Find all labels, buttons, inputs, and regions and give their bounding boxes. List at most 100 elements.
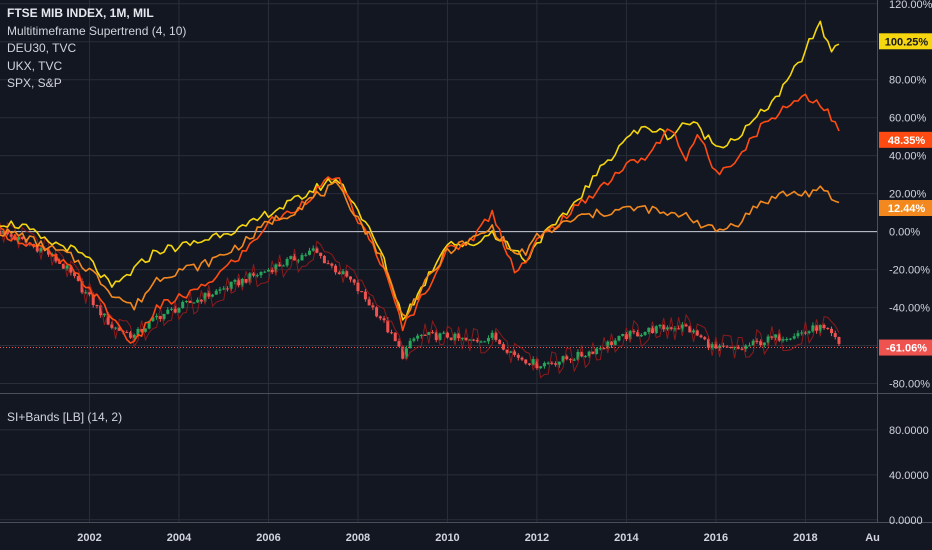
candle-body: [598, 348, 602, 350]
legend-item-ukx[interactable]: UKX, TVC: [7, 58, 63, 73]
candle-body: [673, 328, 677, 330]
axes: [0, 0, 932, 523]
candle-body: [744, 345, 748, 349]
candle-body: [777, 334, 781, 341]
candle-body: [568, 359, 572, 361]
candle-body: [688, 326, 692, 333]
series-line-deu30[interactable]: [0, 93, 840, 344]
candle-body: [442, 332, 446, 334]
candle-body: [464, 337, 468, 340]
candle-body: [576, 351, 580, 360]
candle-body: [155, 315, 159, 318]
legend-item-spx[interactable]: SPX, S&P: [7, 76, 62, 91]
candle-body: [699, 335, 703, 338]
candle-body: [136, 329, 140, 335]
candle-body: [285, 259, 289, 266]
candle-body: [356, 282, 360, 292]
candle-body: [296, 260, 300, 262]
legend-item-supertrend[interactable]: Multitimeframe Supertrend (4, 10): [7, 23, 187, 38]
candle-body: [76, 276, 80, 281]
candle-body: [733, 346, 737, 348]
candle-body: [677, 328, 681, 330]
candle-body: [244, 279, 248, 283]
candle-body: [341, 271, 345, 275]
candle-body: [240, 279, 244, 286]
candle-body: [710, 344, 714, 348]
candle-body: [337, 272, 341, 275]
candle-body: [196, 299, 200, 303]
candle-body: [639, 334, 643, 337]
candle-body: [490, 332, 494, 338]
candle-body: [762, 342, 766, 346]
sub-pane-legend[interactable]: SI+Bands [LB] (14, 2): [7, 410, 123, 424]
legend-item-deu30[interactable]: DEU30, TVC: [7, 41, 77, 56]
candle-body: [386, 320, 390, 333]
candle-body: [5, 231, 9, 235]
candle-body: [651, 327, 655, 334]
candle-body: [91, 294, 95, 306]
sub-y-axis-ticks[interactable]: 80.0000 40.0000 0.0000: [889, 425, 929, 527]
x-axis-ticks[interactable]: 2002 2004 2006 2008 2010 2012 2014 2016 2018 Au: [77, 532, 880, 544]
candle-body: [132, 334, 136, 338]
candle-body: [453, 333, 457, 340]
candle-body: [158, 315, 162, 319]
sub-y-tick-label: 40.0000: [889, 470, 929, 482]
last-value-badges: 100.25% 48.35% 12.44% -61.06%: [879, 33, 932, 356]
candle-body: [252, 273, 256, 276]
candle-body: [13, 236, 17, 240]
y-tick-label: -80.00%: [889, 379, 930, 391]
candle-body: [419, 334, 423, 336]
candle-body: [110, 324, 114, 328]
candle-body: [225, 288, 229, 290]
candle-body: [565, 356, 569, 360]
last-value-badge-text: -61.06%: [886, 343, 927, 355]
candle-body: [375, 307, 379, 317]
candle-body: [695, 330, 699, 336]
candle-body: [494, 332, 498, 340]
candle-body: [833, 333, 837, 338]
last-value-badge: [879, 33, 932, 50]
candle-body: [587, 351, 591, 357]
candle-body: [322, 255, 326, 264]
candle-body: [65, 265, 69, 269]
candle-body: [319, 252, 323, 256]
candle-body: [9, 234, 13, 237]
candle-body: [766, 336, 770, 343]
candle-body: [434, 332, 438, 340]
candle-body: [311, 248, 315, 251]
candle-body: [595, 348, 599, 354]
candle-body: [501, 344, 505, 350]
candle-body: [181, 301, 185, 309]
candle-body: [703, 337, 707, 340]
candle-body: [468, 339, 472, 341]
candle-body: [815, 325, 819, 331]
candle-body: [755, 340, 759, 342]
candle-body: [636, 332, 640, 337]
candle-body: [680, 324, 684, 329]
candle-body: [580, 351, 584, 357]
candle-body: [520, 357, 524, 360]
candle-body: [531, 359, 535, 365]
candle-body: [770, 336, 774, 338]
candle-body: [390, 332, 394, 334]
series-line-spx[interactable]: [0, 20, 840, 321]
candle-body: [460, 337, 464, 339]
candle-body: [546, 362, 550, 364]
candle-body: [84, 292, 88, 294]
x-tick-label: 2010: [435, 532, 459, 544]
candle-body: [796, 333, 800, 337]
series-line-ukx[interactable]: [0, 180, 840, 318]
legend-title[interactable]: FTSE MIB INDEX, 1M, MIL: [7, 6, 154, 20]
candle-body: [378, 316, 382, 319]
candle-body: [114, 327, 118, 329]
candle-body: [714, 344, 718, 349]
candle-body: [35, 245, 39, 252]
candle-body: [229, 281, 233, 289]
candle-body: [706, 339, 710, 348]
chart-legend[interactable]: FTSE MIB INDEX, 1M, MIL Multitimeframe S…: [7, 5, 186, 93]
candle-body: [665, 327, 669, 330]
candle-body: [621, 334, 625, 336]
candle-body: [624, 334, 628, 340]
